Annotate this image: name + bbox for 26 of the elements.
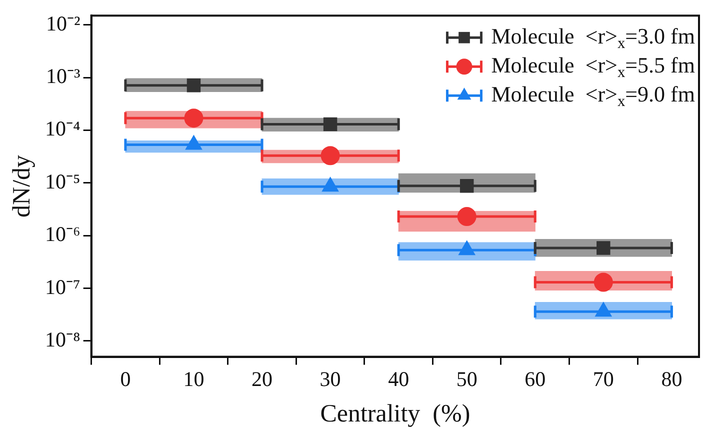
y-tick-label: 10⁻³ [46, 64, 80, 88]
x-tick-label: 60 [524, 366, 546, 391]
point [457, 207, 476, 226]
y-tick-label: 10⁻⁸ [44, 327, 80, 352]
y-tick-label: 10⁻⁶ [44, 222, 80, 246]
point [184, 108, 204, 128]
y-axis-title: dN/dy [8, 154, 36, 218]
x-tick-label: 20 [252, 366, 273, 391]
x-tick-label: 40 [388, 366, 410, 391]
point [594, 272, 613, 292]
point [460, 178, 474, 193]
y-tick-label: 10⁻⁵ [44, 169, 80, 194]
x-tick-label: 30 [320, 366, 341, 391]
y-tick-label: 10⁻² [46, 11, 80, 36]
point [323, 117, 338, 132]
x-tick-label: 70 [592, 366, 614, 391]
point [320, 146, 340, 166]
y-tick-label: 10⁻⁴ [44, 116, 80, 141]
x-axis-title: Centrality (%) [320, 400, 470, 428]
x-tick-label: 0 [120, 366, 131, 391]
x-tick-label: 10 [183, 366, 204, 391]
x-tick-label: 80 [661, 366, 682, 391]
point [596, 241, 610, 255]
point [186, 78, 201, 92]
y-tick-label: 10⁻⁷ [44, 274, 80, 299]
x-tick-label: 50 [456, 366, 478, 391]
